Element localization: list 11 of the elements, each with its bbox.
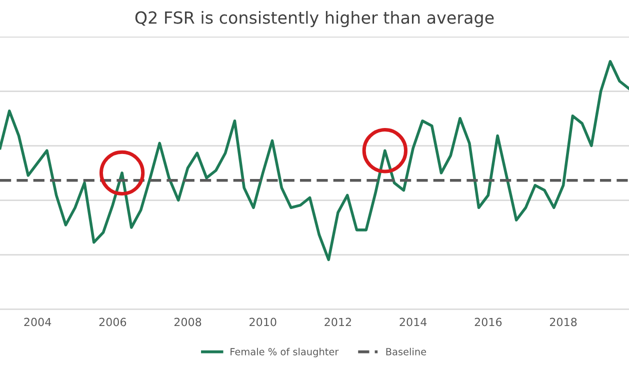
x-tick-label: 2008: [174, 318, 202, 326]
x-tick-label: 2014: [400, 318, 427, 326]
x-tick-label: 2018: [550, 318, 577, 326]
x-tick-label: 2016: [474, 318, 502, 326]
x-tick-label: 2004: [24, 318, 52, 326]
legend-label: Baseline: [386, 348, 426, 356]
legend-label: Female % of slaughter: [230, 348, 339, 358]
x-tick-label: 2006: [99, 318, 126, 326]
x-tick-label: 2012: [324, 318, 351, 326]
chart-title: Q2 FSR is consistently higher than average: [135, 10, 494, 28]
x-tick-label: 2010: [250, 318, 276, 326]
